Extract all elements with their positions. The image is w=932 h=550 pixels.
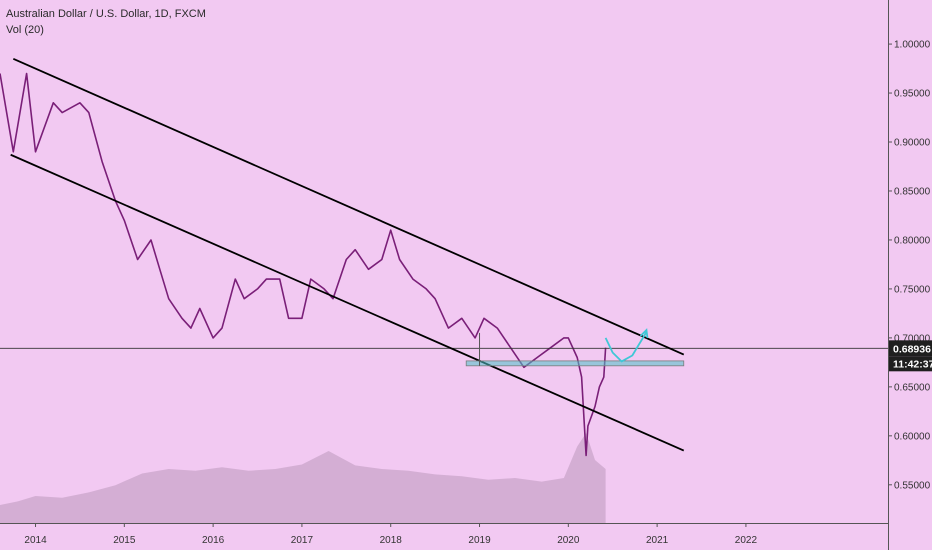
channel-lower-line bbox=[10, 153, 685, 452]
y-tick-label: 0.55000 bbox=[894, 480, 931, 491]
volume-layer bbox=[0, 433, 606, 523]
x-tick-label: 2014 bbox=[24, 535, 47, 546]
countdown-badge bbox=[889, 356, 932, 372]
volume-area bbox=[0, 433, 606, 523]
x-tick-label: 2020 bbox=[557, 535, 580, 546]
projection-arrowhead bbox=[639, 328, 649, 339]
current-price-badge bbox=[889, 340, 932, 357]
x-tick-label: 2018 bbox=[380, 535, 403, 546]
symbol-title: Australian Dollar / U.S. Dollar, 1D, FXC… bbox=[6, 8, 206, 20]
y-tick-label: 0.90000 bbox=[894, 138, 931, 149]
y-tick-label: 0.85000 bbox=[894, 186, 931, 197]
support-zone bbox=[465, 360, 685, 367]
price-series-line bbox=[0, 72, 607, 457]
y-tick-label: 0.60000 bbox=[894, 431, 931, 442]
x-tick-label: 2017 bbox=[291, 535, 314, 546]
countdown-timer: 11:42:37 bbox=[893, 358, 932, 370]
annotation-layer bbox=[0, 57, 888, 452]
volume-indicator-label: Vol (20) bbox=[6, 24, 44, 36]
channel-upper-line bbox=[12, 57, 685, 356]
current-price-value: 0.68936 bbox=[893, 343, 931, 355]
y-tick-label: 0.75000 bbox=[894, 284, 931, 295]
price-layer bbox=[0, 72, 607, 457]
chart-legend: Australian Dollar / U.S. Dollar, 1D, FXC… bbox=[6, 6, 206, 38]
y-tick-label: 0.95000 bbox=[894, 89, 931, 100]
x-tick-label: 2015 bbox=[113, 535, 136, 546]
projection-path bbox=[604, 331, 648, 363]
y-tick-label: 1.00000 bbox=[894, 40, 931, 51]
x-tick-label: 2016 bbox=[202, 535, 225, 546]
x-tick-label: 2019 bbox=[468, 535, 491, 546]
y-tick-label: 0.80000 bbox=[894, 235, 931, 246]
y-tick-label: 0.65000 bbox=[894, 382, 931, 393]
y-tick-label: 0.70000 bbox=[894, 333, 931, 344]
x-tick-label: 2022 bbox=[735, 535, 758, 546]
x-tick-label: 2021 bbox=[646, 535, 669, 546]
